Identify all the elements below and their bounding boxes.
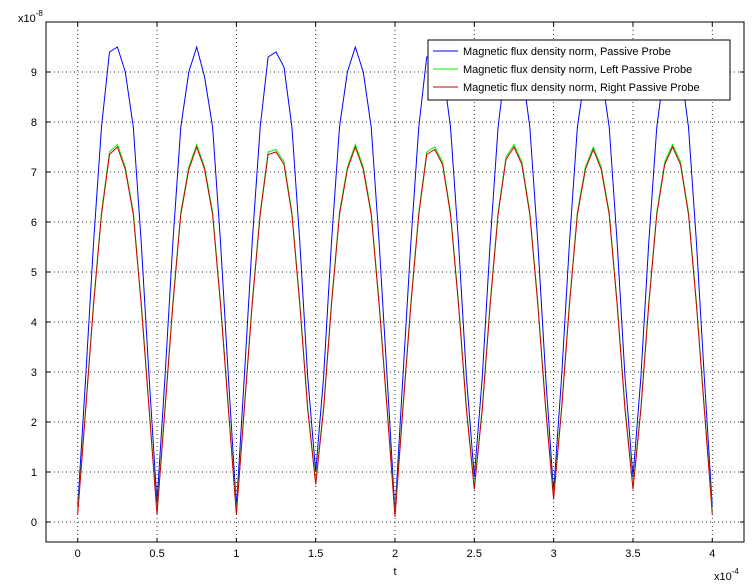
x-tick-label: 3 [551,548,557,560]
series-line-3 [77,145,713,518]
y-tick-label: 7 [31,167,37,179]
y-tick-label: 5 [31,267,37,279]
x-tick-label: 1.5 [308,548,323,560]
y-multiplier-label: x10-8 [18,9,43,25]
y-multiplier-base: x10 [18,13,36,25]
y-tick-label: 1 [31,467,37,479]
y-multiplier-exponent: -8 [36,9,44,18]
legend-label-2: Magnetic flux density norm, Left Passive… [463,64,692,76]
y-tick-label: 0 [31,517,37,529]
legend: Magnetic flux density norm, Passive Prob… [427,39,731,101]
x-tick-label: 3.5 [625,548,640,560]
x-tick-label: 4 [709,548,715,560]
series-layer [77,45,713,518]
legend-label-3: Magnetic flux density norm, Right Passiv… [463,82,700,94]
x-tick-label: 0 [75,548,81,560]
x-tick-label: 1 [233,548,239,560]
y-tick-label: 9 [31,67,37,79]
y-tick-label: 3 [31,367,37,379]
x-tick-label: 2 [392,548,398,560]
ticks: 0 0.5 1 1.5 2 2.5 3 3.5 4 0 1 2 3 4 5 6 7 8 9 [31,22,744,560]
legend-box [427,39,731,101]
y-tick-label: 6 [31,217,37,229]
x-multiplier-exponent: -4 [732,567,740,576]
x-multiplier-base: x10 [714,571,732,583]
x-axis-label: t [393,566,396,578]
x-tick-label: 2.5 [467,548,482,560]
x-tick-label: 0.5 [149,548,164,560]
y-tick-label: 8 [31,117,37,129]
y-tick-label: 4 [31,317,37,329]
legend-label-1: Magnetic flux density norm, Passive Prob… [463,46,671,58]
x-multiplier-label: x10-4 [714,567,739,583]
grid [46,22,744,542]
y-tick-label: 2 [31,417,37,429]
